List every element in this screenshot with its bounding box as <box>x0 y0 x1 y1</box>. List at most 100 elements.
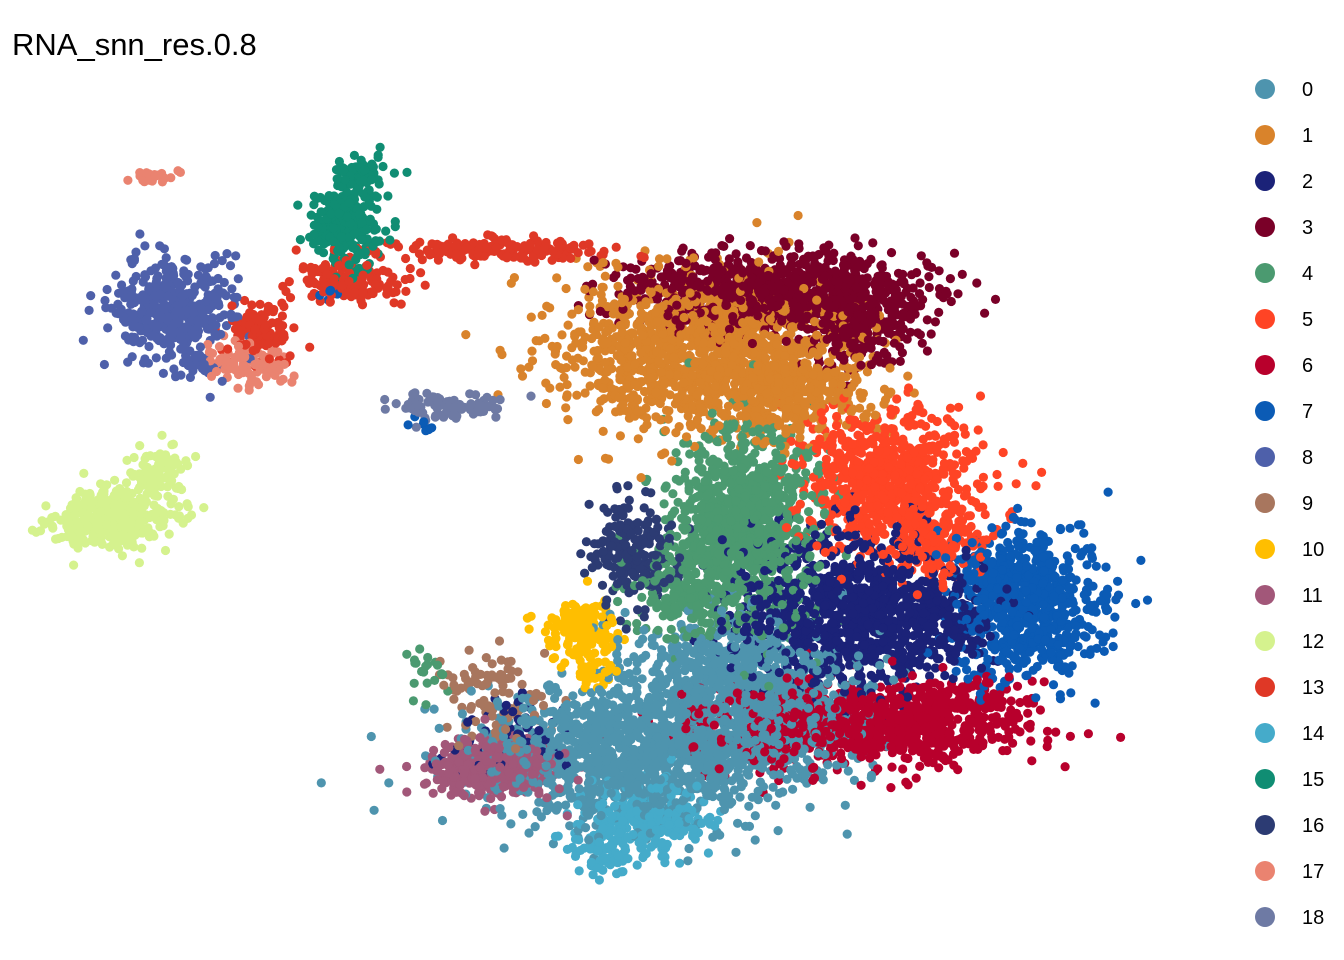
cell-point-cluster-13 <box>401 286 411 296</box>
cell-point-cluster-7 <box>1076 520 1086 530</box>
cell-point-cluster-0 <box>499 843 509 853</box>
cell-point-cluster-1 <box>654 254 665 264</box>
cell-point-cluster-7 <box>1131 598 1141 609</box>
cell-point-cluster-4 <box>694 456 704 466</box>
cell-point-cluster-7 <box>1048 680 1059 690</box>
cell-point-cluster-4 <box>680 473 690 483</box>
cell-point-cluster-1 <box>527 346 537 356</box>
cell-point-cluster-5 <box>954 402 964 412</box>
cell-point-cluster-5 <box>945 403 956 413</box>
cell-point-cluster-15 <box>375 142 385 152</box>
cell-point-cluster-6 <box>898 764 908 774</box>
cell-point-cluster-6 <box>887 762 897 772</box>
cell-point-cluster-7 <box>1067 661 1077 671</box>
cell-point-cluster-1 <box>552 273 562 283</box>
cell-point-cluster-4 <box>402 649 412 659</box>
cell-point-cluster-0 <box>733 818 743 828</box>
cell-point-cluster-16 <box>580 568 590 578</box>
cell-point-cluster-18 <box>491 412 501 422</box>
cell-point-cluster-9 <box>442 722 452 732</box>
cell-point-cluster-12 <box>135 441 145 451</box>
cell-point-cluster-4 <box>668 489 678 499</box>
cell-point-cluster-4 <box>632 619 642 629</box>
cell-point-cluster-8 <box>86 291 96 301</box>
cell-point-cluster-17 <box>123 175 133 185</box>
cell-point-cluster-3 <box>930 317 941 327</box>
cell-point-cluster-15 <box>378 161 388 172</box>
cell-point-cluster-16 <box>597 580 608 590</box>
cell-point-cluster-0 <box>684 843 694 854</box>
cell-point-cluster-6 <box>1035 705 1045 715</box>
cell-point-cluster-7 <box>1110 612 1120 622</box>
cell-point-cluster-12 <box>160 545 171 556</box>
cell-point-cluster-11 <box>480 806 490 816</box>
cell-point-cluster-0 <box>518 809 528 820</box>
cell-point-cluster-1 <box>561 403 571 413</box>
cell-point-cluster-17 <box>287 377 297 387</box>
cell-point-cluster-6 <box>1042 726 1053 736</box>
cell-point-cluster-16 <box>615 616 626 626</box>
cell-point-cluster-4 <box>666 624 676 635</box>
cell-point-cluster-0 <box>437 815 448 826</box>
cell-point-cluster-3 <box>917 338 927 348</box>
cell-point-cluster-9 <box>494 636 505 646</box>
cell-point-cluster-7 <box>994 655 1004 665</box>
cell-point-cluster-13 <box>227 301 237 311</box>
chart-title: RNA_snn_res.0.8 <box>12 27 257 62</box>
cell-point-cluster-6 <box>1116 732 1126 743</box>
cell-point-cluster-12 <box>174 502 184 512</box>
cell-point-cluster-6 <box>1083 729 1093 739</box>
cell-point-cluster-13 <box>405 263 415 274</box>
cell-point-cluster-8 <box>103 323 113 333</box>
cell-point-cluster-1 <box>633 434 643 444</box>
cell-point-cluster-0 <box>648 667 658 677</box>
cell-point-cluster-4 <box>613 596 623 607</box>
cell-point-cluster-12 <box>157 430 167 440</box>
cell-point-cluster-13 <box>298 264 308 274</box>
cell-point-cluster-8 <box>78 335 88 345</box>
cell-point-cluster-5 <box>978 472 989 482</box>
cell-point-cluster-13 <box>420 280 430 290</box>
cell-point-cluster-18 <box>495 395 505 405</box>
cell-point-cluster-3 <box>990 294 1001 304</box>
cell-point-cluster-8 <box>137 335 148 345</box>
cell-point-cluster-0 <box>565 821 575 831</box>
cell-point-cluster-12 <box>183 502 193 512</box>
cell-point-cluster-15 <box>389 168 399 178</box>
cell-point-cluster-0 <box>744 801 754 811</box>
cell-point-cluster-1 <box>541 398 552 409</box>
cell-point-cluster-0 <box>788 784 798 794</box>
cell-point-cluster-5 <box>998 447 1008 458</box>
cell-point-cluster-8 <box>135 229 145 239</box>
cell-point-cluster-0 <box>843 766 853 776</box>
cell-point-cluster-6 <box>1006 696 1016 706</box>
cell-point-cluster-1 <box>497 349 507 360</box>
cell-point-cluster-3 <box>922 315 932 325</box>
cell-point-cluster-0 <box>842 829 852 839</box>
data-points <box>27 142 1153 885</box>
cell-point-cluster-13 <box>289 323 299 333</box>
cell-point-cluster-3 <box>957 269 967 279</box>
cell-point-cluster-6 <box>938 662 948 673</box>
cell-point-cluster-3 <box>895 356 905 366</box>
cell-point-cluster-3 <box>725 234 735 244</box>
cell-point-cluster-4 <box>804 507 814 517</box>
cell-point-cluster-6 <box>1027 756 1037 766</box>
cell-point-cluster-13 <box>584 239 594 249</box>
cell-point-cluster-0 <box>530 822 540 832</box>
cell-point-cluster-1 <box>660 426 671 436</box>
cell-point-cluster-4 <box>685 449 695 459</box>
cell-point-cluster-8 <box>140 241 150 251</box>
cell-point-cluster-0 <box>429 704 439 714</box>
cell-point-cluster-7 <box>1090 698 1100 708</box>
cell-point-cluster-18 <box>526 391 536 401</box>
cell-point-cluster-10 <box>548 653 558 664</box>
cell-point-cluster-4 <box>415 644 425 654</box>
cell-point-cluster-6 <box>935 680 945 690</box>
cell-point-cluster-4 <box>671 448 681 458</box>
cell-point-cluster-3 <box>934 307 944 317</box>
cell-point-cluster-7 <box>1079 631 1089 641</box>
cell-point-cluster-5 <box>978 440 988 450</box>
cell-point-cluster-13 <box>416 268 426 278</box>
